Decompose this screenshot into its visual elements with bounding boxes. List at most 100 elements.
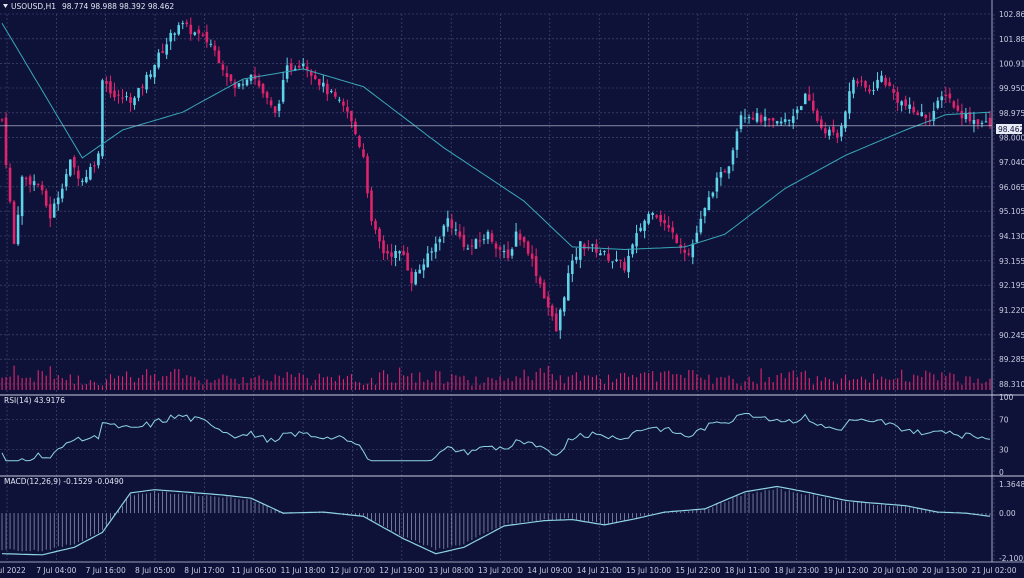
candle-body	[607, 253, 610, 261]
candle-body	[32, 181, 36, 186]
volume-bar	[648, 373, 650, 390]
candle-body	[418, 269, 421, 274]
candle-body	[952, 101, 956, 108]
price-tick-label: 100.910	[999, 60, 1024, 69]
volume-bar	[905, 381, 907, 390]
candle-body	[36, 183, 40, 185]
volume-bar	[660, 372, 662, 390]
volume-bar	[109, 374, 112, 390]
candle-body	[305, 66, 309, 70]
candle-body	[944, 94, 948, 96]
candle-body	[719, 171, 723, 178]
candle-body	[193, 32, 197, 35]
volume-bar	[728, 375, 730, 390]
volume-bar	[475, 376, 477, 390]
volume-bar	[403, 375, 405, 390]
volume-bar	[399, 367, 401, 390]
candle-body	[844, 111, 847, 129]
candle-body	[828, 129, 831, 136]
volume-bar	[583, 375, 585, 390]
volume-bar	[672, 374, 674, 390]
candle-body	[679, 244, 683, 248]
volume-bar	[652, 371, 654, 390]
chart-menu-icon[interactable]	[3, 4, 8, 8]
candle-body	[197, 29, 201, 34]
volume-bar	[889, 379, 891, 390]
volume-bar	[704, 379, 706, 390]
volume-bar	[362, 384, 365, 390]
time-tick-label: 11 Jul 18:00	[281, 566, 326, 575]
volume-bar	[5, 376, 7, 390]
volume-bar	[953, 373, 955, 390]
candle-body	[900, 101, 903, 106]
candle-body	[514, 231, 518, 247]
candle-body	[880, 75, 883, 82]
candle-body	[611, 261, 614, 263]
candle-body	[904, 99, 907, 106]
candle-body	[322, 82, 325, 87]
candle-body	[137, 88, 140, 98]
volume-bar	[624, 372, 626, 390]
volume-bar	[712, 384, 714, 390]
candle-body	[68, 159, 72, 176]
candle-body	[675, 234, 679, 244]
candle-body	[972, 119, 976, 124]
candle-body	[257, 80, 261, 87]
candle-body	[362, 149, 365, 157]
candle-body	[783, 119, 787, 122]
volume-bar	[491, 378, 493, 390]
candle-body	[924, 114, 928, 119]
volume-bar	[162, 376, 164, 390]
volume-bar	[262, 379, 264, 390]
candle-body	[848, 91, 851, 114]
volume-bar	[310, 385, 312, 390]
candle-body	[374, 220, 377, 230]
candle-body	[795, 109, 799, 114]
candle-body	[655, 215, 658, 218]
rsi-tick-label: 0	[999, 468, 1004, 477]
price-tick-label: 95.105	[999, 207, 1024, 216]
volume-bar	[977, 378, 979, 390]
volume-bar	[913, 374, 915, 390]
volume-bar	[644, 372, 646, 390]
candle-body	[486, 231, 490, 240]
candle-body	[510, 249, 514, 256]
volume-bar	[844, 374, 847, 390]
candle-body	[153, 64, 156, 78]
candle-body	[181, 23, 185, 25]
candle-body	[699, 218, 703, 233]
symbol-label: USOUSD,H1	[11, 2, 56, 11]
volume-bar	[411, 373, 413, 390]
volume-bar	[330, 377, 332, 390]
volume-bar	[375, 384, 377, 390]
volume-bar	[166, 375, 168, 390]
volume-bar	[89, 380, 91, 390]
candle-body	[217, 50, 221, 64]
volume-bar	[69, 374, 71, 390]
volume-bar	[949, 372, 951, 390]
volume-bar	[302, 374, 304, 390]
candle-body	[265, 92, 269, 98]
time-tick-label: 15 Jul 10:00	[626, 566, 671, 575]
volume-bar	[206, 379, 208, 390]
candle-body	[426, 253, 430, 268]
candle-body	[739, 115, 743, 129]
volume-bar	[535, 371, 537, 390]
volume-bar	[507, 378, 509, 390]
price-tick-label: 102.860	[999, 10, 1024, 19]
volume-bar	[13, 365, 15, 390]
candle-body	[390, 252, 393, 257]
candle-body	[28, 176, 32, 185]
candle-body	[350, 111, 353, 122]
volume-bar	[864, 379, 867, 390]
volume-bar	[138, 377, 140, 390]
grid-lines	[0, 13, 995, 562]
volume-bar	[487, 377, 489, 390]
volume-bar	[575, 372, 577, 390]
volume-bar	[451, 374, 453, 390]
current-price-box	[996, 124, 1022, 134]
candle-body	[64, 174, 68, 187]
candle-body	[683, 249, 687, 253]
candle-body	[567, 273, 570, 301]
